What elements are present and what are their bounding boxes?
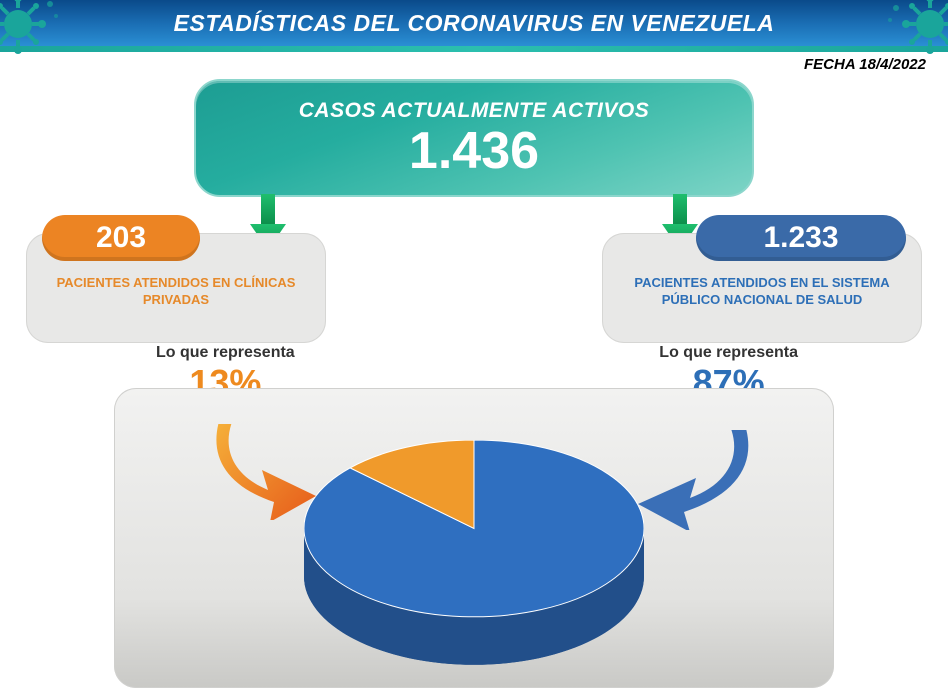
public-count: 1.233	[763, 221, 838, 255]
header-bar: ESTADÍSTICAS DEL CORONAVIRUS EN VENEZUEL…	[0, 0, 948, 46]
date-prefix: FECHA	[804, 56, 855, 73]
percent-intro: Lo que representa	[156, 344, 295, 362]
active-cases-label: CASOS ACTUALMENTE ACTIVOS	[299, 99, 649, 123]
date-line: FECHA 18/4/2022	[0, 52, 948, 73]
active-cases-value: 1.436	[409, 125, 539, 177]
public-label: PACIENTES ATENDIDOS EN EL SISTEMA PÚBLIC…	[616, 275, 908, 309]
pie-chart	[304, 440, 644, 660]
public-card: 1.233 PACIENTES ATENDIDOS EN EL SISTEMA …	[602, 233, 922, 343]
private-count-badge: 203	[42, 215, 200, 261]
pie-top	[304, 440, 644, 618]
virus-icon	[0, 0, 62, 63]
percent-intro: Lo que representa	[659, 344, 798, 362]
page-title: ESTADÍSTICAS DEL CORONAVIRUS EN VENEZUEL…	[174, 10, 775, 37]
active-cases-box: CASOS ACTUALMENTE ACTIVOS 1.436	[194, 79, 754, 197]
private-count: 203	[96, 221, 146, 255]
virus-icon	[886, 0, 948, 63]
curved-arrow-icon	[632, 430, 752, 535]
public-count-badge: 1.233	[696, 215, 906, 261]
curved-arrow-icon	[212, 424, 322, 525]
cards-row: 203 PACIENTES ATENDIDOS EN CLÍNICAS PRIV…	[0, 233, 948, 393]
private-card: 203 PACIENTES ATENDIDOS EN CLÍNICAS PRIV…	[26, 233, 326, 343]
private-label: PACIENTES ATENDIDOS EN CLÍNICAS PRIVADAS	[40, 275, 312, 309]
